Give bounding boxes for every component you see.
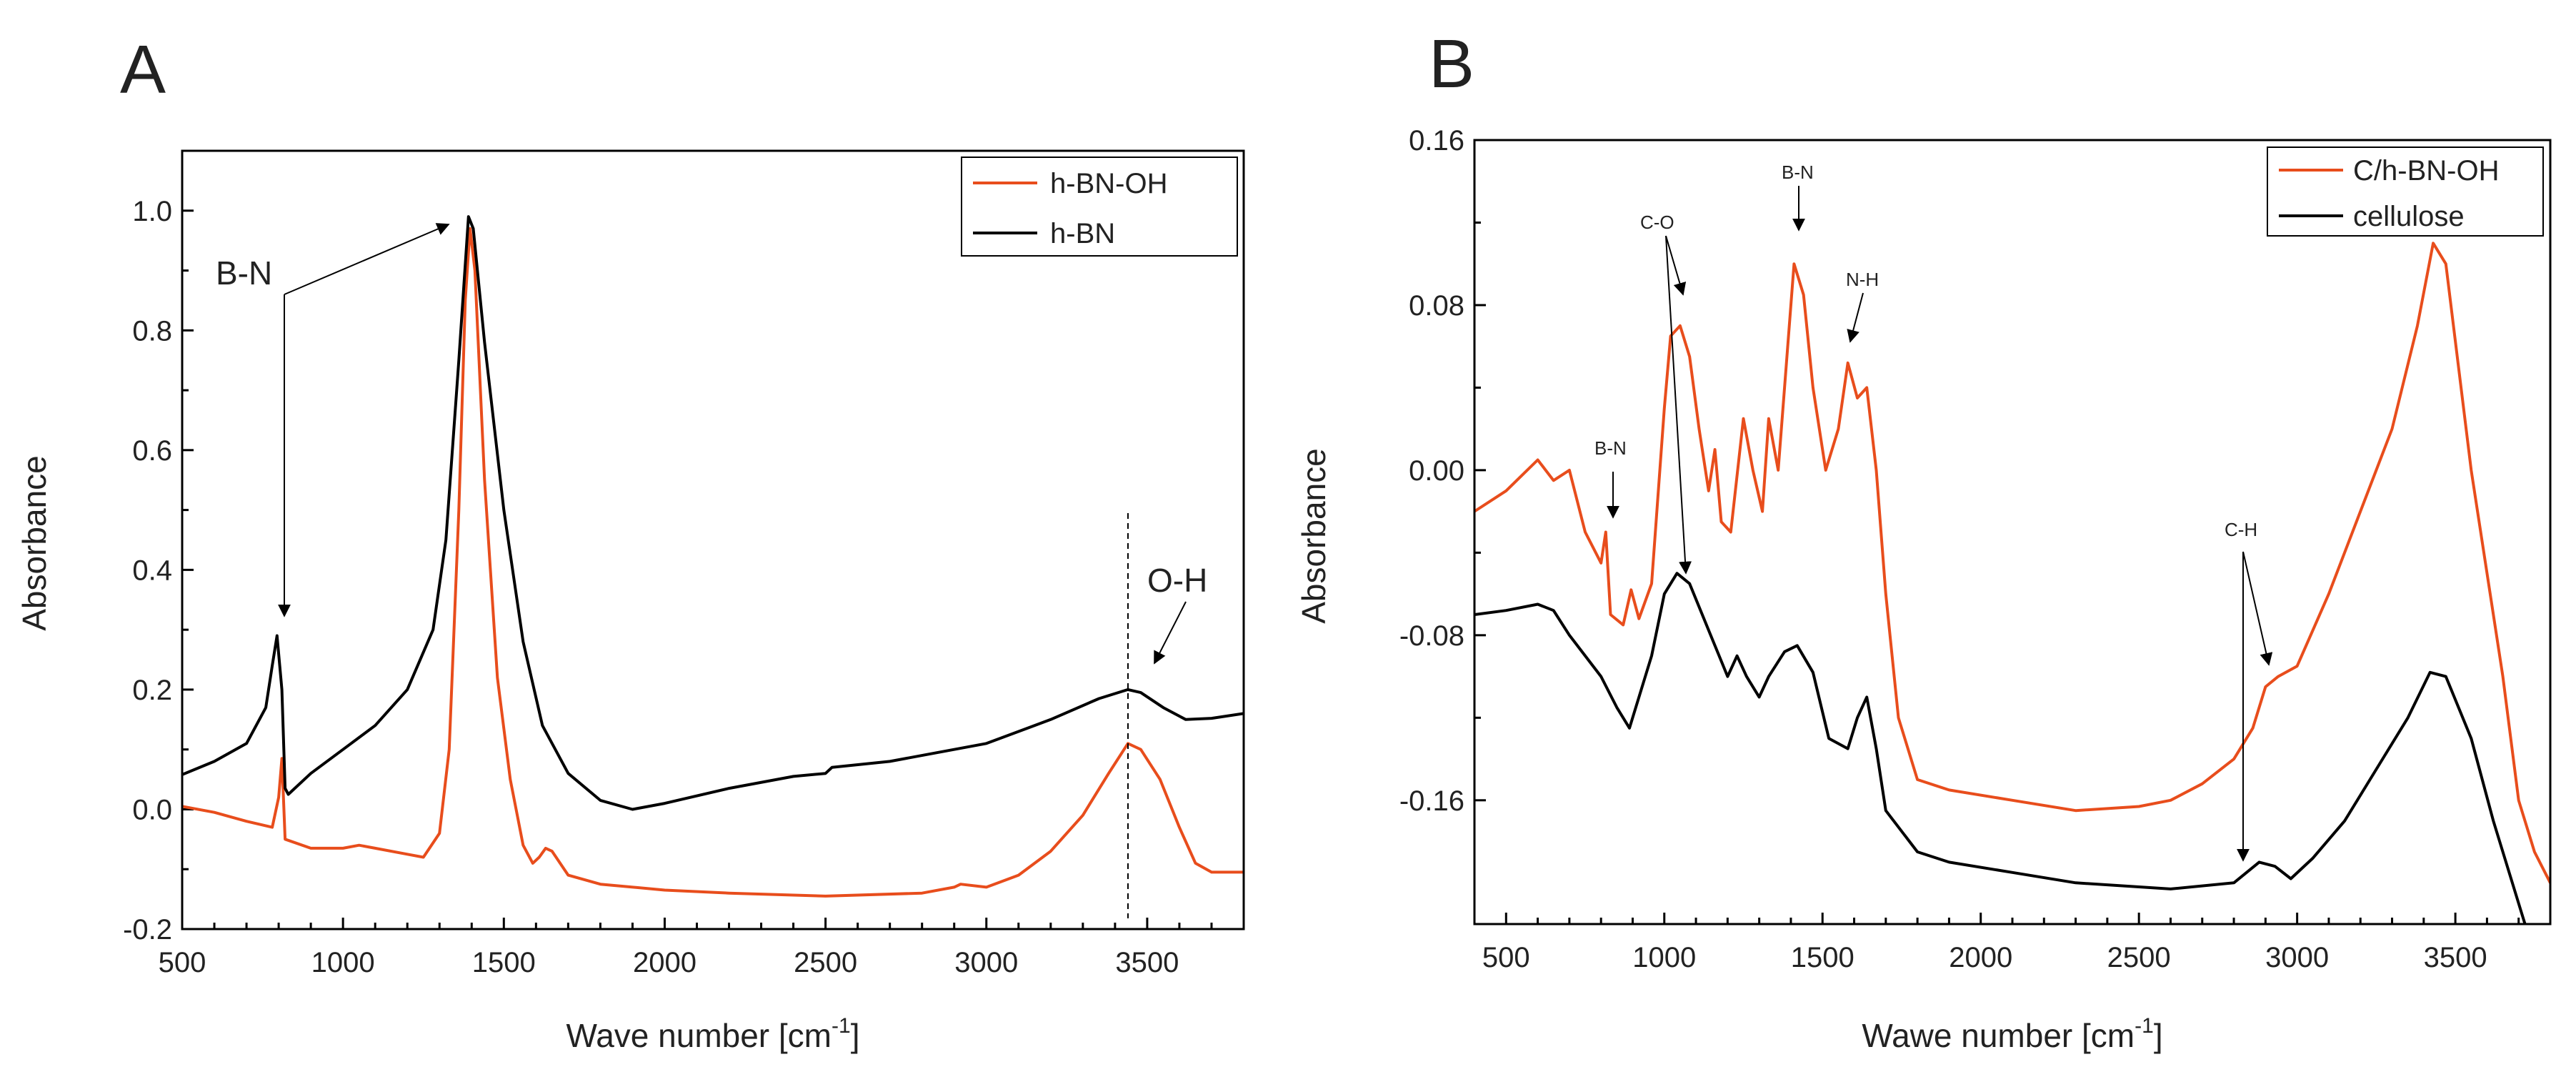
panel-b-y-tick-label: 0.00 [1409,455,1464,487]
panel-a-y-tick-label: 0.6 [132,435,172,467]
panel-a-y-tick-label: 0.2 [132,675,172,706]
panel-b-x-tick-label: 500 [1482,942,1530,973]
legend-label-cellulose: cellulose [2353,201,2465,232]
arrow-b-n-to-main-peak [284,223,450,295]
panel-b-x-tick-label: 3500 [2424,942,2487,973]
arrow-c-h-to-red [2242,551,2273,666]
panel-b-x-tick-label: 1500 [1791,942,1854,973]
panel-b-legend-box [2267,147,2544,237]
panel-b-chart: B 500 1000 1500 2000 2500 3000 3500 -0.16 -0.08 0… [1295,26,2552,1054]
arrow-o-h [1154,601,1187,665]
series-line-cellulose [1474,572,2527,924]
panel-b-y-tick-label: 0.08 [1409,290,1464,322]
panel-a-x-tick-label: 2000 [633,947,697,978]
panel-b-y-tick-label: 0.16 [1409,125,1464,157]
panel-b-annotations: C-O B-N N-H B-N C-H [1594,162,2273,862]
panel-a-x-axis-label: Wave number [cm-1] [566,1014,860,1054]
arrow-c-o-to-red [1665,235,1687,296]
annotation-b-n-low: B-N [1594,437,1627,459]
panel-a-legend: h-BN-OH h-BN [961,157,1238,257]
panel-b-y-tick-label: -0.08 [1399,620,1464,652]
panel-b-x-axis-label: Wawe number [cm-1] [1862,1014,2162,1054]
panel-a-y-tick-label: 0.0 [132,794,172,825]
series-line-h-bn [182,215,1244,811]
annotation-c-h: C-H [2225,519,2257,540]
panel-a-x-tick-label: 1500 [472,947,536,978]
panel-b-x-tick-label: 2000 [1949,942,2012,973]
panel-b-legend: C/h-BN-OH cellulose [2267,147,2544,237]
panel-b-x-tick-label: 2500 [2107,942,2171,973]
panel-b-letter: B [1429,26,1474,102]
panel-b-series [1474,242,2550,924]
panel-b-plot-frame [1473,139,2552,925]
annotation-b-n-top: B-N [1782,162,1814,183]
annotation-o-h: O-H [1147,562,1207,599]
panel-a-x-tick-label: 2500 [794,947,857,978]
annotation-n-h: N-H [1846,269,1879,290]
panel-a-x-tick-label: 500 [159,947,206,978]
panel-b-x-tick-label: 1000 [1632,942,1696,973]
series-line-h-bn-oh [182,227,1244,898]
legend-label-h-bn: h-BN [1050,218,1115,249]
series-line-c-h-bn-oh [1474,242,2550,885]
arrow-n-h [1847,292,1864,343]
panel-a-y-axis-label: Absorbance [16,455,53,631]
panel-a-letter: A [120,31,166,108]
panel-a-chart: A 500 1000 1500 2000 2500 3000 3500 -0.2 0.0 0.2 0… [16,31,1245,1054]
annotation-b-n: B-N [216,254,272,292]
panel-b-ticks: 500 1000 1500 2000 2500 3000 3500 -0.16 -0.08 0.0… [1399,125,2552,973]
legend-label-h-bn-oh: h-BN-OH [1050,168,1167,199]
panel-a-ticks: 500 1000 1500 2000 2500 3000 3500 -0.2 0.0 0.2 0.4… [123,196,1245,978]
panel-a-annotations: B-N O-H [216,223,1207,918]
panel-a-x-tick-label: 1000 [311,947,375,978]
panel-a-series [182,215,1244,898]
arrow-c-o-to-black [1665,235,1692,575]
panel-b-x-tick-label: 3000 [2265,942,2329,973]
panel-a-y-tick-label: 0.4 [132,555,172,586]
panel-a-y-tick-label: 1.0 [132,196,172,227]
annotation-c-o: C-O [1640,212,1674,233]
panel-a-y-tick-label: -0.2 [123,914,172,945]
panel-a-x-tick-label: 3500 [1115,947,1179,978]
panel-a-legend-box [961,157,1238,257]
panel-a-y-tick-label: 0.8 [132,315,172,347]
panel-b-y-tick-label: -0.16 [1399,785,1464,817]
panel-a-plot-frame [181,149,1245,930]
panel-b-y-axis-label: Absorbance [1295,448,1332,624]
panel-a-x-tick-label: 3000 [954,947,1018,978]
legend-label-c-h-bn-oh: C/h-BN-OH [2353,155,2499,187]
